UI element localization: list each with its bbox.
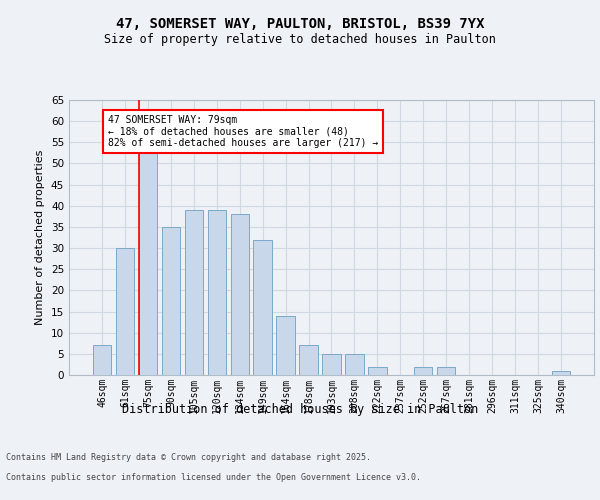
Text: 47, SOMERSET WAY, PAULTON, BRISTOL, BS39 7YX: 47, SOMERSET WAY, PAULTON, BRISTOL, BS39… <box>116 18 484 32</box>
Bar <box>437 366 455 375</box>
Text: Distribution of detached houses by size in Paulton: Distribution of detached houses by size … <box>122 402 478 415</box>
Y-axis label: Number of detached properties: Number of detached properties <box>35 150 46 325</box>
Bar <box>552 371 570 375</box>
Bar <box>185 210 203 375</box>
Bar <box>277 316 295 375</box>
Bar <box>414 366 433 375</box>
Bar <box>208 210 226 375</box>
Bar <box>322 354 341 375</box>
Bar <box>116 248 134 375</box>
Bar <box>93 346 111 375</box>
Bar <box>299 346 318 375</box>
Bar <box>230 214 249 375</box>
Text: Contains HM Land Registry data © Crown copyright and database right 2025.: Contains HM Land Registry data © Crown c… <box>6 454 371 462</box>
Text: 47 SOMERSET WAY: 79sqm
← 18% of detached houses are smaller (48)
82% of semi-det: 47 SOMERSET WAY: 79sqm ← 18% of detached… <box>108 115 378 148</box>
Bar <box>345 354 364 375</box>
Bar <box>368 366 386 375</box>
Bar <box>162 227 180 375</box>
Bar <box>253 240 272 375</box>
Text: Size of property relative to detached houses in Paulton: Size of property relative to detached ho… <box>104 32 496 46</box>
Text: Contains public sector information licensed under the Open Government Licence v3: Contains public sector information licen… <box>6 474 421 482</box>
Bar <box>139 146 157 375</box>
